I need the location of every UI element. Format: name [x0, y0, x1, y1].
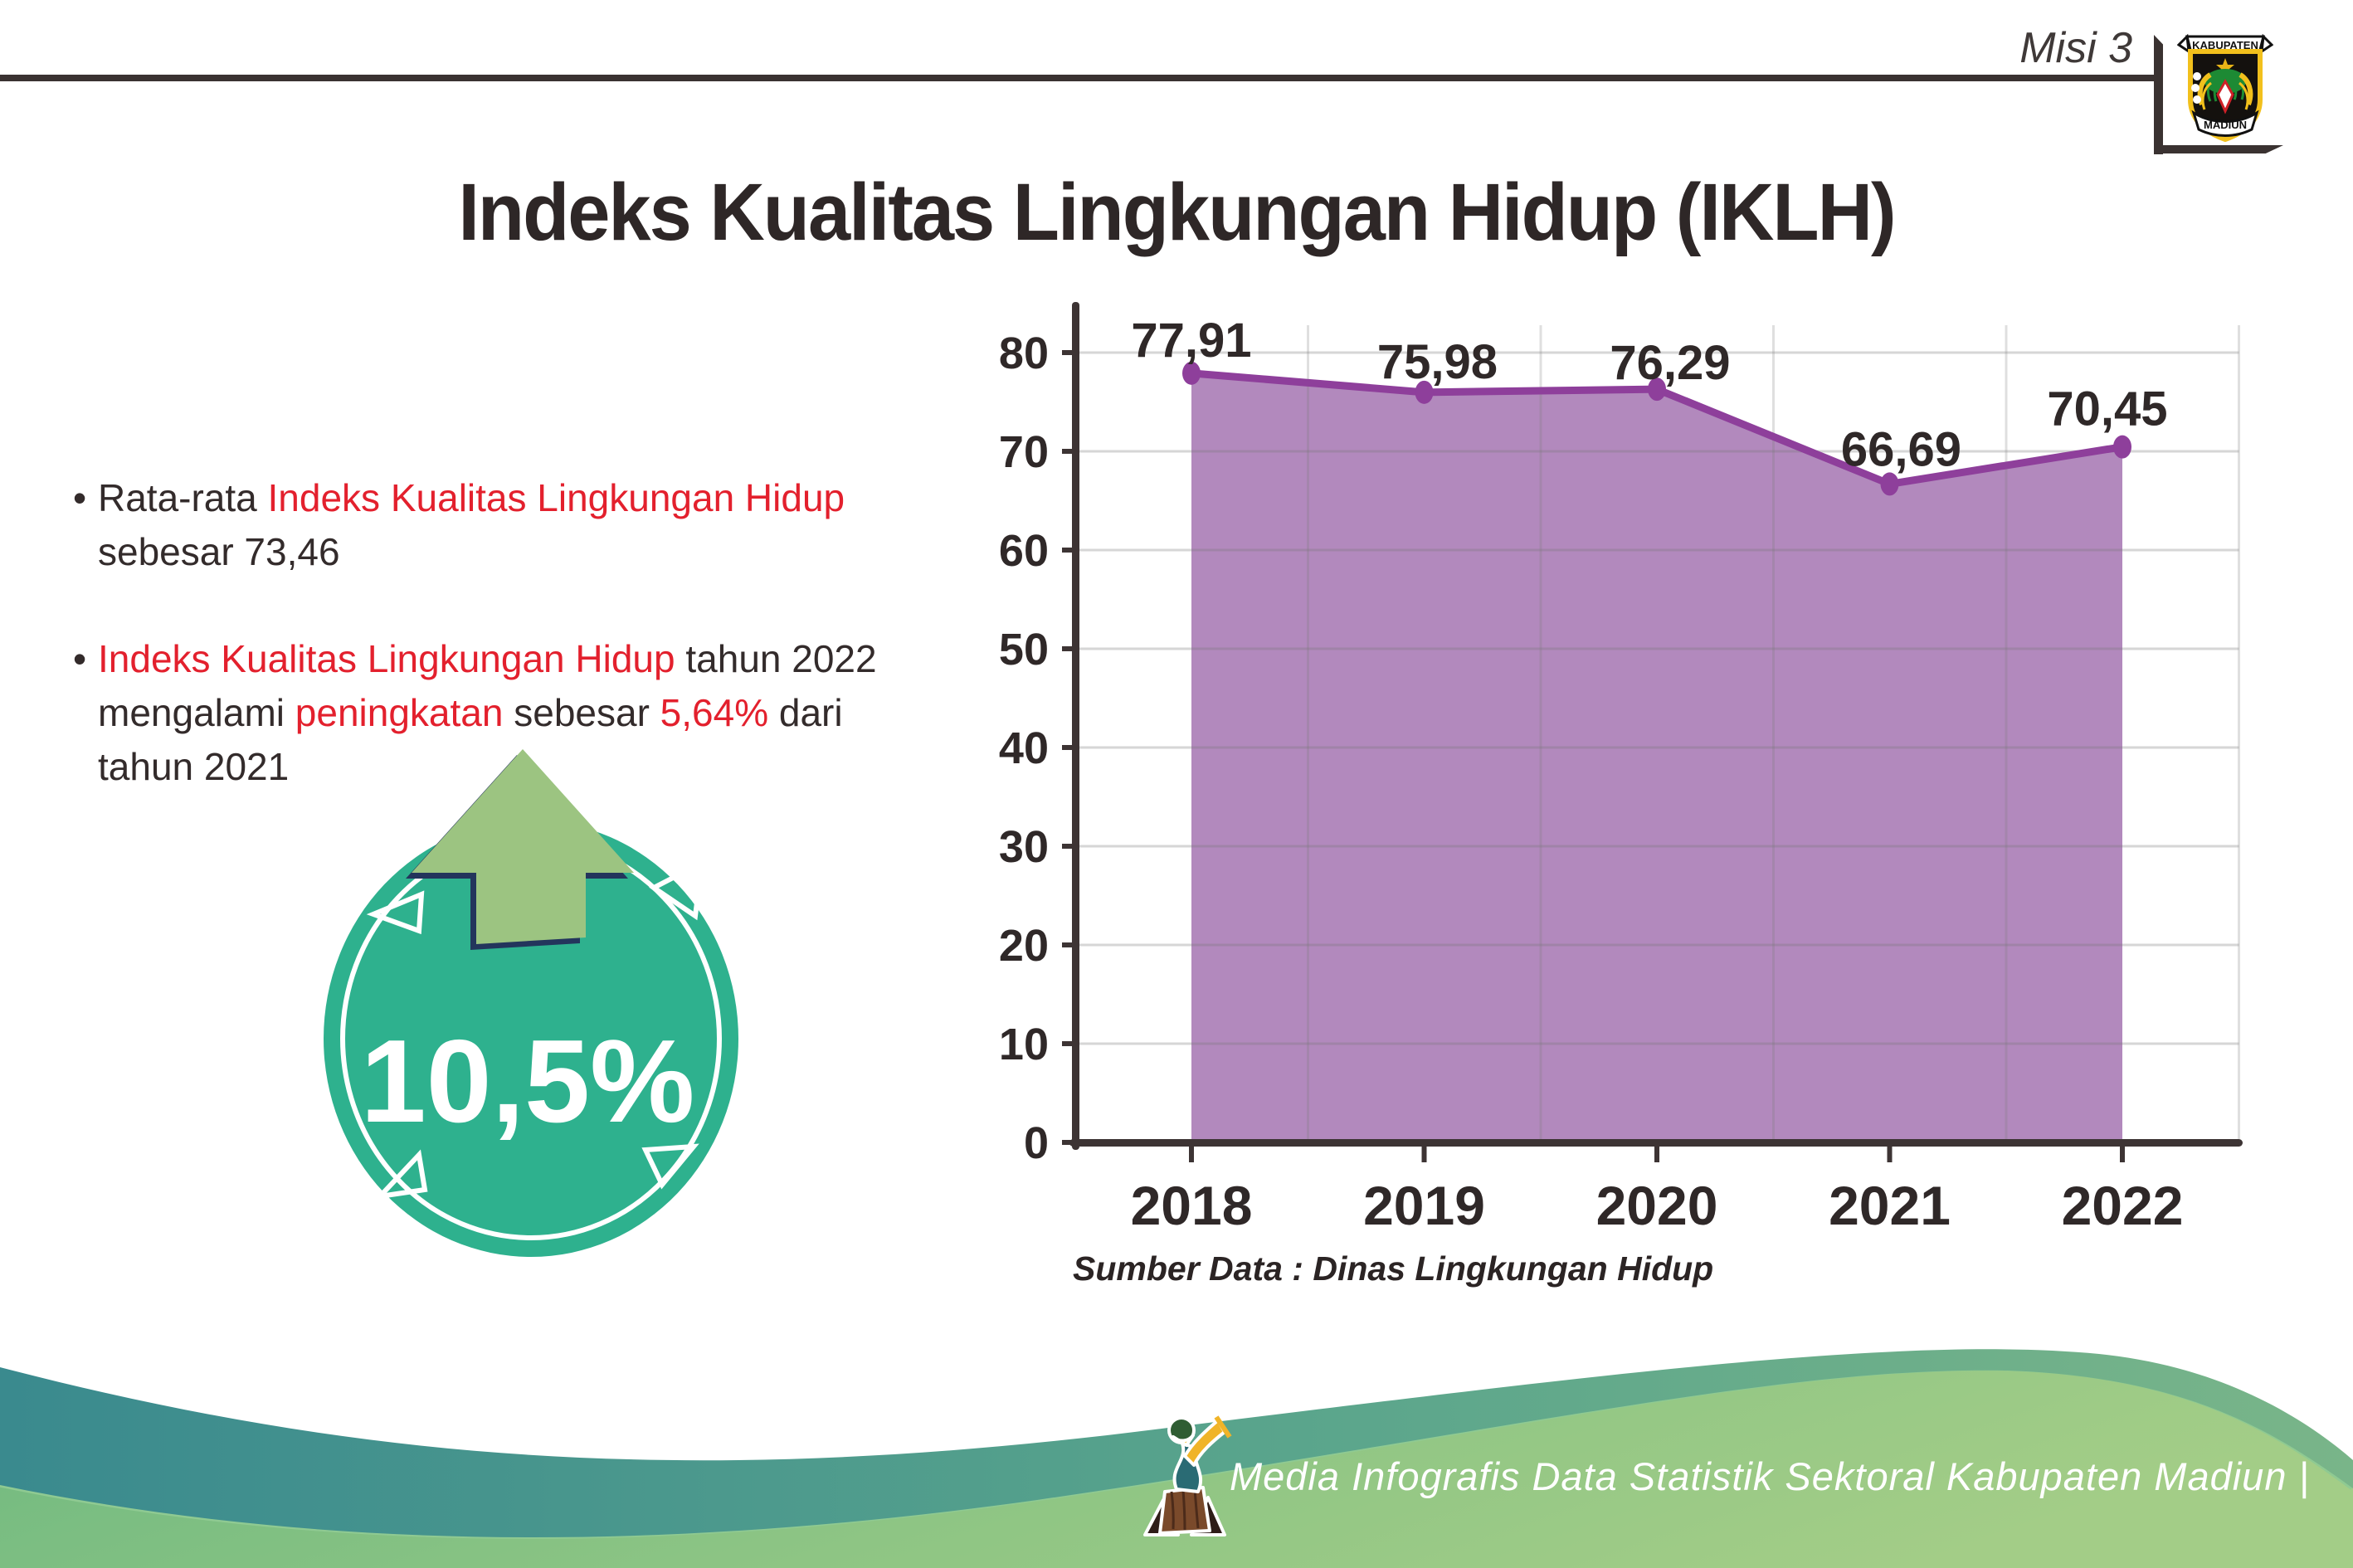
data-label: 76,29: [1610, 336, 1730, 390]
bullet-dot: •: [73, 476, 87, 519]
bullet-line: • Rata-rata Indeks Kualitas Lingkungan Hi…: [73, 471, 1019, 525]
kabupaten-madiun-crest-icon: KABUPATEN MADIUN: [2177, 33, 2273, 143]
y-axis-label: 20: [999, 921, 1049, 971]
data-marker: [2113, 435, 2131, 459]
text-segment: sebesar: [503, 691, 660, 734]
text-segment: peningkatan: [295, 691, 504, 734]
badge-value: 10,5%: [361, 1015, 695, 1147]
x-axis-label: 2022: [2062, 1175, 2184, 1236]
badge-spark-bottom-left: [373, 1149, 428, 1200]
data-label: 70,45: [2047, 382, 2167, 436]
badge-circle: [324, 821, 738, 1257]
x-axis-label: 2019: [1363, 1175, 1485, 1236]
y-axis-label: 30: [999, 822, 1049, 872]
text-segment: tahun 2021: [98, 745, 290, 788]
key-findings-list: • Rata-rata Indeks Kualitas Lingkungan Hi…: [73, 471, 1019, 847]
badge-spark-bottom-right: [641, 1143, 699, 1190]
x-axis: [1069, 1139, 2243, 1147]
text-segment: sebesar 73,46: [98, 530, 340, 573]
y-axis-label: 70: [999, 427, 1049, 477]
y-axis-label: 80: [999, 329, 1049, 378]
increase-badge: 10,5%: [324, 749, 738, 1257]
logo-top-text: KABUPATEN: [2192, 39, 2258, 51]
text-segment: dari: [768, 691, 843, 734]
footer-caption: Media Infografis Data Statistik Sektoral…: [1230, 1454, 2310, 1498]
x-tick: [1654, 1147, 1659, 1162]
misi-label: Misi 3: [2019, 24, 2132, 72]
area-fill: [1191, 373, 2122, 1140]
iklh-area-chart: 0 10 20 30 40 50 60 70 80 2018 2019 2020 2021 2022 77,…: [999, 302, 2243, 1236]
data-marker: [1182, 361, 1201, 385]
y-axis-label: 50: [999, 625, 1049, 674]
x-tick: [1421, 1147, 1427, 1162]
x-tick: [1887, 1147, 1893, 1162]
x-axis-label: 2021: [1829, 1175, 1951, 1236]
logo-bottom-text: MADIUN: [2204, 119, 2247, 131]
logo-frame-horizontal: [2157, 145, 2283, 153]
bullet-line: mengalami peningkatan sebesar 5,64% dari: [73, 686, 1019, 740]
badge-spark-top-left: [366, 890, 425, 935]
data-label: 66,69: [1841, 422, 1961, 476]
text-segment: Indeks Kualitas Lingkungan Hidup: [98, 637, 675, 680]
text-segment: mengalami: [98, 691, 295, 734]
y-axis-label: 40: [999, 723, 1049, 773]
data-label: 75,98: [1377, 335, 1498, 389]
badge-spark-top-right: [649, 858, 705, 921]
x-tick: [1189, 1147, 1194, 1162]
footer-wave: [0, 1349, 2353, 1568]
x-tick: [2120, 1147, 2125, 1162]
text-segment: tahun 2022: [675, 637, 877, 680]
logo-frame-vertical: [2154, 35, 2163, 154]
x-axis-label: 2020: [1596, 1175, 1718, 1236]
text-segment: Rata-rata: [98, 476, 268, 519]
y-axis-label: 0: [1024, 1118, 1049, 1168]
footer-green-wave: [0, 1366, 2353, 1568]
bullet-line: • Indeks Kualitas Lingkungan Hidup tahun …: [73, 632, 1019, 686]
data-label: 77,91: [1131, 314, 1251, 368]
data-marker: [1880, 472, 1899, 496]
up-arrow-icon: [412, 749, 634, 944]
bullet-line: tahun 2021: [73, 740, 1019, 794]
text-segment: 5,64%: [660, 691, 769, 734]
bullet-line: sebesar 73,46: [73, 525, 1019, 579]
mascot-icon: [1143, 1415, 1232, 1536]
y-axis: [1072, 302, 1079, 1150]
text-segment: Indeks Kualitas Lingkungan Hidup: [267, 476, 845, 519]
y-axis-label: 60: [999, 526, 1049, 576]
bullet-item-1: • Rata-rata Indeks Kualitas Lingkungan Hi…: [73, 471, 1019, 579]
data-marker: [1415, 380, 1434, 404]
header-rule: [0, 75, 2155, 81]
page-title: Indeks Kualitas Lingkungan Hidup (IKLH): [458, 167, 1896, 257]
y-axis-label: 10: [999, 1020, 1049, 1069]
x-axis-label: 2018: [1131, 1175, 1253, 1236]
data-marker: [1648, 377, 1666, 402]
bullet-item-2: • Indeks Kualitas Lingkungan Hidup tahun …: [73, 632, 1019, 794]
chart-source-label: Sumber Data : Dinas Lingkungan Hidup: [1073, 1249, 1714, 1288]
bullet-dot: •: [73, 637, 87, 680]
